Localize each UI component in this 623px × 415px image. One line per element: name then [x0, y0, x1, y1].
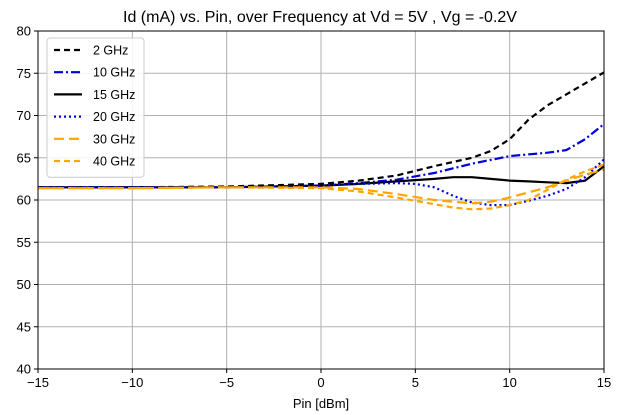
legend-label: 10 GHz	[93, 66, 135, 80]
y-tick-label: 75	[17, 66, 31, 81]
x-tick-label: −10	[121, 375, 143, 390]
legend-label: 40 GHz	[93, 155, 135, 169]
axis-ticks: −15 −10 −5 0 5 10 15 40 45 50 55 60 65 70 75 80	[17, 24, 612, 391]
x-tick-label: −5	[219, 375, 234, 390]
legend-label: 30 GHz	[93, 132, 135, 146]
y-tick-label: 50	[17, 277, 31, 292]
series-line-4	[38, 168, 605, 205]
legend-label: 2 GHz	[93, 44, 128, 58]
y-tick-label: 55	[17, 235, 31, 250]
x-axis-label: Pin [dBm]	[293, 396, 349, 411]
y-tick-label: 45	[17, 319, 31, 334]
legend-label: 20 GHz	[93, 110, 135, 124]
y-tick-label: 70	[17, 108, 31, 123]
legend-label: 15 GHz	[93, 88, 135, 102]
y-tick-label: 65	[17, 150, 31, 165]
series-line-5	[38, 163, 605, 211]
y-tick-label: 80	[17, 24, 31, 39]
x-tick-label: −15	[27, 375, 49, 390]
plot-area	[38, 71, 605, 211]
grid	[37, 30, 605, 370]
x-tick-label: 5	[412, 375, 419, 390]
x-tick-label: 15	[597, 375, 611, 390]
x-tick-label: 0	[317, 375, 324, 390]
legend: 2 GHz 10 GHz 15 GHz 20 GHz 30 GHz 40 GHz	[46, 37, 145, 178]
chart-title: Id (mA) vs. Pin, over Frequency at Vd = …	[123, 9, 517, 26]
y-tick-label: 40	[17, 362, 31, 377]
y-tick-label: 60	[17, 193, 31, 208]
series-line-3	[38, 158, 605, 207]
x-tick-label: 10	[502, 375, 516, 390]
